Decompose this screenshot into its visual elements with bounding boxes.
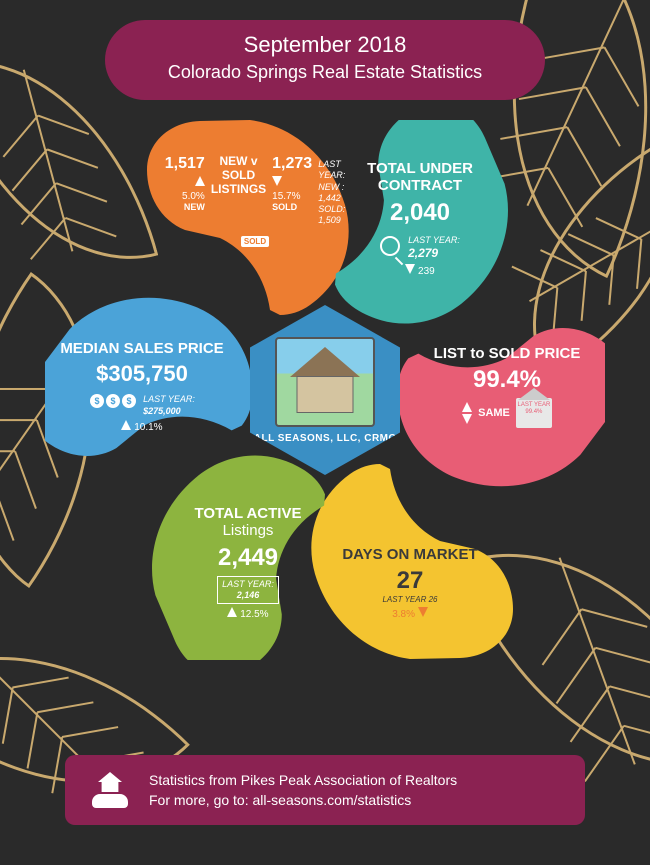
arrow-up-icon	[227, 607, 237, 617]
same-label: SAME	[478, 407, 510, 419]
arrow-down-icon	[272, 176, 282, 186]
new-value: 1,517	[165, 155, 205, 173]
company-name: ALL SEASONS, LLC, CRMC	[254, 433, 396, 444]
petal-value: 2,040	[335, 199, 505, 227]
magnifier-icon	[380, 236, 400, 256]
pct: 10.1%	[134, 422, 162, 433]
hand-house-icon	[85, 765, 135, 815]
petal-value: 2,449	[163, 544, 333, 572]
header-month: September 2018	[125, 32, 525, 58]
coins-icon	[89, 394, 137, 413]
ly-label: LAST YEAR:	[143, 394, 195, 405]
ly-val: 99.4%	[516, 409, 552, 416]
header-subtitle: Colorado Springs Real Estate Statistics	[125, 62, 525, 83]
arrow-down-icon	[418, 607, 428, 617]
t1: TOTAL ACTIVE	[195, 505, 302, 522]
ly-val: $275,000	[143, 406, 195, 417]
center-hexagon: ALL SEASONS, LLC, CRMC	[250, 305, 400, 475]
arrow-up-icon	[195, 176, 205, 186]
petal-value: $305,750	[57, 361, 227, 387]
petal-value: 99.4%	[427, 366, 587, 394]
t2: Listings	[223, 522, 274, 539]
petal-median: MEDIAN SALES PRICE $305,750 LAST YEAR: $…	[45, 290, 255, 495]
header-banner: September 2018 Colorado Springs Real Est…	[105, 20, 545, 100]
footer-line2: For more, go to: all-seasons.com/statist…	[149, 790, 457, 810]
ly-label: LAST YEAR	[382, 595, 426, 604]
pct: 3.8%	[392, 609, 415, 620]
arrow-down-icon	[462, 414, 472, 424]
ly-val: 26	[429, 595, 438, 604]
new-pct: 5.0%	[165, 191, 205, 202]
sold-tag-icon: SOLD	[241, 236, 269, 247]
petal-title: LIST to SOLD PRICE	[427, 345, 587, 362]
delta: 239	[418, 266, 435, 277]
petal-title: MEDIAN SALES PRICE	[57, 340, 227, 357]
ly-val: 2,279	[408, 246, 460, 261]
ly-label: LAST YEAR:	[222, 579, 274, 590]
footer-banner: Statistics from Pikes Peak Association o…	[65, 755, 585, 825]
ly-label: LAST YEAR	[516, 402, 552, 409]
petal-wheel: 1,517 5.0% NEW NEW v SOLD LISTINGS 1,273…	[55, 120, 595, 660]
arrow-up-icon	[462, 402, 472, 412]
petal-title: TOTAL UNDER CONTRACT	[335, 160, 505, 195]
arrow-down-icon	[405, 264, 415, 274]
pct: 12.5%	[240, 609, 268, 620]
petal-title: NEW v SOLD LISTINGS	[211, 155, 266, 196]
arrow-up-icon	[121, 420, 131, 430]
house-illustration	[275, 337, 375, 427]
ly-label: LAST YEAR:	[408, 235, 460, 246]
footer-line1: Statistics from Pikes Peak Association o…	[149, 770, 457, 790]
new-label: NEW	[165, 202, 205, 212]
ly-val: 2,146	[222, 590, 274, 601]
house-icon: LAST YEAR 99.4%	[516, 398, 552, 428]
